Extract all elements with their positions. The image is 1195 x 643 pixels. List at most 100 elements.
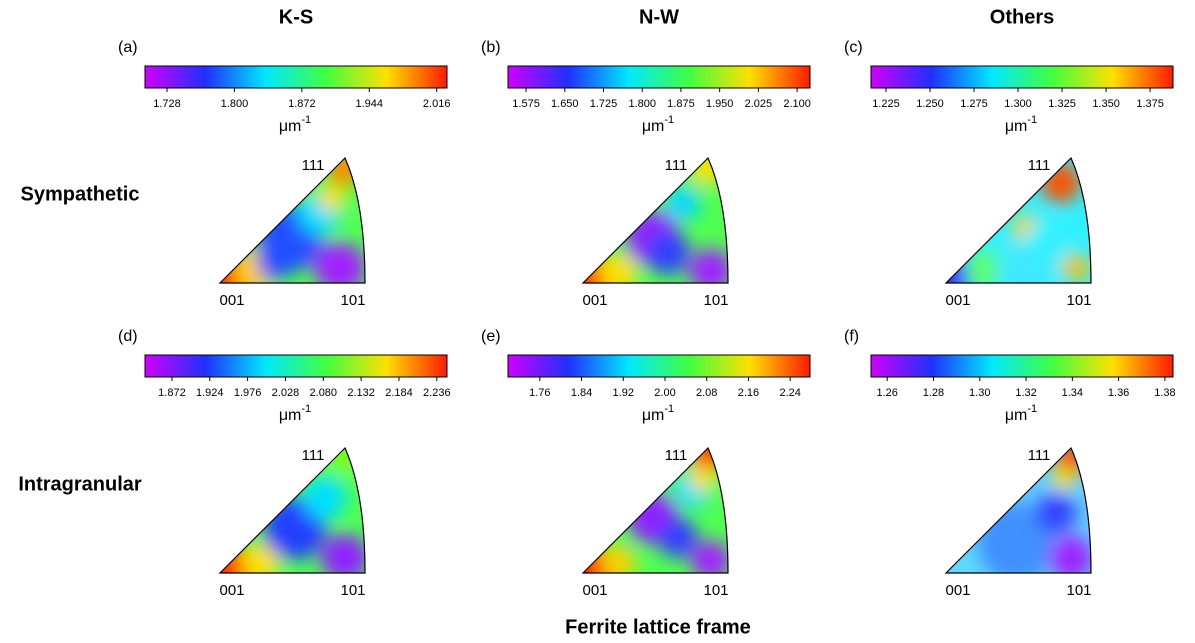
- colorbar-tick-label: 1.300: [1004, 98, 1032, 110]
- texture-blob: [1024, 221, 1068, 265]
- texture-blob: [1036, 493, 1076, 533]
- colorbar: [507, 354, 811, 378]
- texture-blob: [691, 541, 728, 573]
- pole-figure-outline: [944, 446, 1092, 574]
- texture-blob: [598, 253, 638, 283]
- column-label: Others: [990, 6, 1054, 28]
- row-label: Intragranular: [18, 473, 142, 495]
- colorbar-tick-label: 2.24: [779, 387, 800, 399]
- vertex-label: 001: [219, 292, 244, 309]
- texture-blob: [689, 249, 728, 283]
- colorbar-tick-label: 1.38: [1154, 387, 1175, 399]
- colorbar: [144, 354, 448, 378]
- vertex-label: 111: [665, 157, 688, 174]
- colorbar-tick-label: 1.325: [1048, 98, 1076, 110]
- texture-blob: [1052, 466, 1076, 490]
- panel-label: (b): [481, 39, 501, 56]
- pole-figure: [946, 448, 1091, 573]
- colorbar-tick-label: 1.30: [969, 387, 990, 399]
- colorbar-tick-label: 1.924: [196, 387, 224, 399]
- colorbar: [507, 65, 811, 89]
- column-label: N-W: [639, 6, 679, 28]
- colorbar-tick-label: 1.950: [706, 98, 734, 110]
- texture-blob: [240, 543, 280, 573]
- vertex-label: 001: [945, 582, 970, 599]
- colorbar-tick-label: 1.350: [1092, 98, 1120, 110]
- colorbar-tick-label: 1.36: [1108, 387, 1129, 399]
- colorbar: [870, 354, 1174, 378]
- unit-label: μm-1: [279, 403, 311, 424]
- texture-blob: [318, 184, 346, 212]
- colorbar-tick-label: 1.650: [551, 98, 579, 110]
- texture-blob: [257, 245, 293, 281]
- colorbar-tick-label: 2.080: [310, 387, 338, 399]
- colorbar-tick-label: 1.872: [288, 98, 316, 110]
- column-label: K-S: [279, 6, 313, 28]
- pole-figure: [583, 158, 728, 283]
- unit-label: μm-1: [1005, 114, 1037, 135]
- vertex-label: 101: [703, 582, 728, 599]
- panel-label: (d): [118, 328, 138, 345]
- unit: μm: [642, 118, 665, 135]
- texture-blob: [303, 476, 347, 520]
- texture-blob: [600, 545, 636, 573]
- vertex-label: 111: [302, 447, 325, 464]
- row-label: Sympathetic: [21, 183, 140, 205]
- colorbar-tick-label: 1.872: [158, 387, 186, 399]
- colorbar-tick-label: 1.32: [1015, 387, 1036, 399]
- pole-figure-outline: [218, 446, 366, 574]
- colorbar-tick-label: 1.800: [628, 98, 656, 110]
- unit-label: μm-1: [1005, 403, 1037, 424]
- vertex-label: 111: [665, 447, 688, 464]
- panel-label: (c): [844, 39, 863, 56]
- vertex-label: 101: [703, 292, 728, 309]
- pole-figure: [583, 448, 728, 573]
- colorbar-tick-label: 1.225: [872, 98, 900, 110]
- pole-figure-outline: [944, 156, 1092, 284]
- colorbar: [144, 65, 448, 89]
- colorbar-tick-label: 1.84: [571, 387, 592, 399]
- colorbar-tick-label: 1.275: [960, 98, 988, 110]
- unit-label: μm-1: [279, 114, 311, 135]
- colorbar-tick-label: 2.08: [696, 387, 717, 399]
- vertex-label: 101: [1066, 292, 1091, 309]
- colorbar-tick-label: 2.184: [385, 387, 413, 399]
- colorbar-tick-label: 2.025: [745, 98, 773, 110]
- panel-label: (f): [844, 328, 859, 345]
- texture-blob: [314, 242, 365, 283]
- pole-figure-outline: [581, 156, 729, 284]
- colorbar-tick-label: 2.16: [738, 387, 759, 399]
- unit: μm: [1005, 118, 1028, 135]
- vertex-label: 001: [219, 582, 244, 599]
- colorbar-tick-label: 1.26: [876, 387, 897, 399]
- colorbar-tick-label: 1.800: [221, 98, 249, 110]
- vertex-label: 001: [945, 292, 970, 309]
- panel-label: (e): [481, 328, 501, 345]
- colorbar-tick-label: 1.875: [667, 98, 695, 110]
- unit-exponent: -1: [1027, 403, 1037, 415]
- texture-blob: [321, 534, 365, 573]
- pole-figure: [946, 158, 1091, 283]
- texture-blob: [1062, 254, 1090, 282]
- unit-label: μm-1: [642, 114, 674, 135]
- colorbar-tick-label: 1.250: [916, 98, 944, 110]
- vertex-label: 111: [1028, 157, 1051, 174]
- panel-label: (a): [118, 39, 138, 56]
- colorbar-tick-label: 2.132: [347, 387, 375, 399]
- pole-figure-outline: [581, 446, 729, 574]
- vertex-label: 001: [582, 582, 607, 599]
- colorbar-tick-label: 2.028: [272, 387, 300, 399]
- colorbar-tick-label: 2.236: [423, 387, 451, 399]
- colorbar-tick-label: 1.28: [923, 387, 944, 399]
- vertex-label: 111: [1028, 447, 1051, 464]
- unit-exponent: -1: [1027, 114, 1037, 126]
- unit-exponent: -1: [301, 114, 311, 126]
- vertex-label: 111: [302, 157, 325, 174]
- colorbar-tick-label: 2.016: [423, 98, 451, 110]
- colorbar: [870, 65, 1174, 89]
- colorbar-tick-label: 1.725: [590, 98, 618, 110]
- colorbar-tick-label: 1.728: [153, 98, 181, 110]
- texture-blob: [946, 528, 996, 573]
- x-label: Ferrite lattice frame: [565, 616, 751, 638]
